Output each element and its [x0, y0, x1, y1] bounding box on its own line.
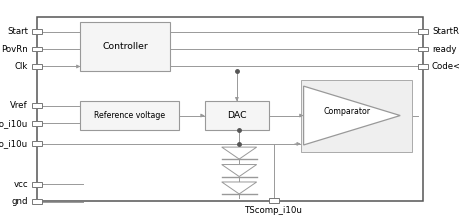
- Polygon shape: [221, 147, 256, 159]
- Bar: [32, 103, 42, 108]
- Bar: [32, 29, 42, 34]
- Text: PovRn: PovRn: [1, 44, 28, 54]
- Text: TScomp_i10u: TScomp_i10u: [244, 206, 302, 215]
- Polygon shape: [221, 165, 256, 177]
- Bar: [32, 141, 42, 146]
- Bar: [417, 47, 427, 51]
- Text: TSIdo_i10u: TSIdo_i10u: [0, 119, 28, 128]
- Bar: [32, 121, 42, 126]
- Text: Comparator: Comparator: [323, 107, 370, 116]
- Text: Reference voltage: Reference voltage: [94, 111, 165, 120]
- Polygon shape: [303, 86, 399, 145]
- Bar: [80, 101, 179, 130]
- Bar: [80, 22, 170, 71]
- Text: ready: ready: [431, 44, 455, 54]
- Bar: [32, 182, 42, 187]
- Bar: [32, 47, 42, 51]
- Polygon shape: [221, 182, 256, 194]
- Text: Code<0:9>: Code<0:9>: [431, 62, 459, 71]
- Text: Controller: Controller: [102, 42, 148, 51]
- Text: Clk: Clk: [15, 62, 28, 71]
- Text: DAC: DAC: [227, 111, 246, 120]
- Bar: [32, 64, 42, 69]
- Bar: [417, 29, 427, 34]
- Bar: [32, 199, 42, 204]
- Bar: [37, 17, 422, 201]
- Text: Start: Start: [7, 27, 28, 36]
- Text: TSdio_i10u: TSdio_i10u: [0, 139, 28, 148]
- Bar: [204, 101, 269, 130]
- Text: Vref: Vref: [11, 101, 28, 110]
- Bar: [268, 198, 278, 203]
- Text: gnd: gnd: [11, 197, 28, 206]
- Text: vcc: vcc: [13, 180, 28, 189]
- Bar: [417, 64, 427, 69]
- Bar: [301, 80, 411, 152]
- Text: StartRN: StartRN: [431, 27, 459, 36]
